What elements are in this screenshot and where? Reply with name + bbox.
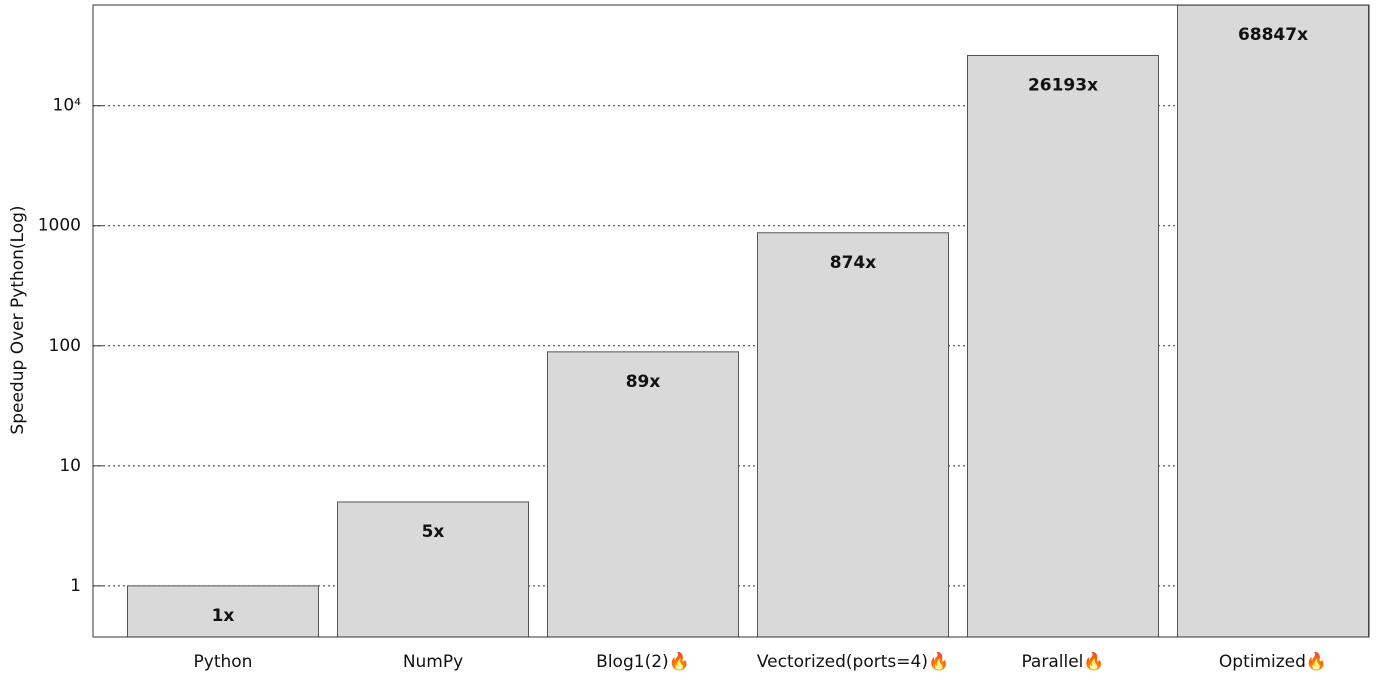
- bar: [757, 232, 949, 638]
- bar: [967, 54, 1159, 638]
- plot-frame: [92, 4, 1370, 638]
- bar: [127, 585, 319, 638]
- x-tick-label: Vectorized(ports=4)🔥: [757, 651, 949, 672]
- bar: [337, 501, 529, 638]
- value-label: 874x: [830, 253, 876, 273]
- bar: [547, 351, 739, 638]
- x-tick-label: Parallel🔥: [1021, 651, 1104, 672]
- bar: [1177, 4, 1369, 638]
- y-axis-label: Speedup Over Python(Log): [8, 205, 28, 434]
- y-tick-label: 10: [59, 456, 81, 476]
- x-tick-label: NumPy: [403, 652, 463, 672]
- x-tick-label: Optimized🔥: [1219, 651, 1327, 672]
- y-tick-label: 10⁴: [53, 96, 82, 116]
- value-label: 89x: [626, 372, 661, 392]
- value-label: 1x: [212, 606, 235, 626]
- value-label: 68847x: [1238, 25, 1308, 45]
- value-label: 5x: [422, 522, 445, 542]
- y-tick-label: 100: [49, 336, 81, 356]
- y-tick-label: 1: [70, 576, 81, 596]
- y-tick-label: 1000: [38, 216, 81, 236]
- value-label: 26193x: [1028, 75, 1098, 95]
- x-tick-label: Python: [194, 652, 253, 672]
- x-tick-label: Blog1(2)🔥: [596, 651, 690, 672]
